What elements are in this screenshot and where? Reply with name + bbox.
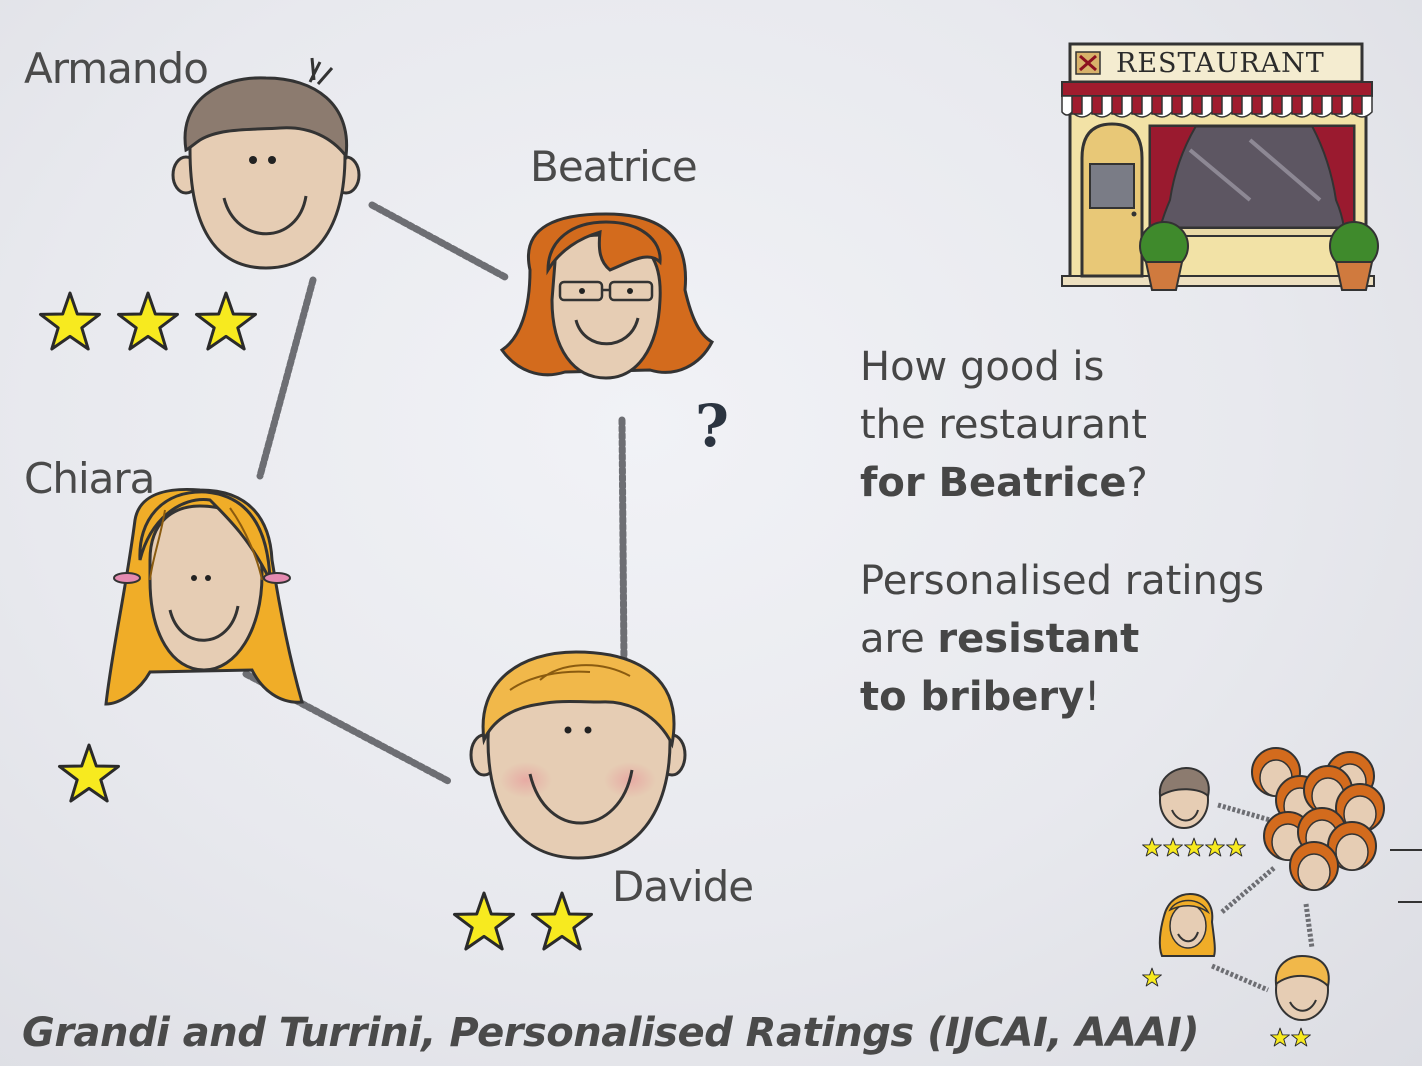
mini-davide-rating-star-icon	[1270, 1027, 1290, 1047]
chiara-name-label: Chiara	[24, 454, 155, 503]
chiara-rating-star-icon	[58, 743, 120, 803]
question-line-1: How good is	[860, 344, 1105, 390]
mini-armando-rating-star-icon	[1184, 837, 1204, 857]
armando-stars	[39, 291, 257, 351]
mini-davide-face	[1274, 954, 1330, 1021]
connector-armando-beatrice	[368, 201, 509, 281]
question-line-3: for Beatrice?	[860, 454, 1148, 512]
mini-bribery-diagram	[1142, 747, 1422, 1047]
mini-davide-rating-star-icon	[1291, 1027, 1311, 1047]
connector-beatrice-davide	[618, 416, 628, 668]
mini-chiara-rating-star-icon	[1142, 967, 1162, 987]
mini-davide-stars	[1270, 1027, 1311, 1047]
restaurant-sign: RESTAURANT	[1116, 48, 1325, 79]
claim-line-2: are resistant	[860, 610, 1264, 668]
armando-name-label: Armando	[24, 44, 209, 93]
restaurant-illustration: RESTAURANT	[1061, 42, 1379, 291]
unknown-rating-mark: ?	[695, 392, 729, 460]
claim-exclamation: !	[1084, 674, 1101, 720]
davide-stars	[453, 891, 593, 951]
question-text: How good is the restaurant for Beatrice?	[860, 338, 1148, 512]
claim-line-3-bold: to bribery	[860, 674, 1085, 720]
claim-text: Personalised ratings are resistant to br…	[860, 552, 1264, 726]
question-mark: ?	[1126, 460, 1148, 506]
connector-armando-chiara	[256, 276, 317, 480]
armando-rating-star-icon	[117, 291, 179, 351]
claim-line-2-plain: are	[860, 616, 938, 662]
armando-rating-star-icon	[39, 291, 101, 351]
question-line-2: the restaurant	[860, 402, 1147, 448]
claim-line-3: to bribery!	[860, 668, 1264, 726]
question-emphasis: for Beatrice	[860, 460, 1127, 506]
mini-armando-stars	[1142, 837, 1246, 857]
armando-face	[171, 57, 361, 270]
davide-rating-star-icon	[531, 891, 593, 951]
davide-name-label: Davide	[612, 862, 754, 911]
beatrice-face	[499, 212, 714, 380]
mini-armando-rating-star-icon	[1226, 837, 1246, 857]
mini-beatrice-crowd	[1251, 747, 1422, 903]
claim-line-1: Personalised ratings	[860, 558, 1265, 604]
davide-rating-star-icon	[453, 891, 515, 951]
mini-armando-face	[1158, 766, 1210, 829]
restaurant-emblem-icon	[1075, 51, 1101, 75]
chiara-stars	[58, 743, 120, 803]
mini-chiara-stars	[1142, 967, 1162, 987]
beatrice-name-label: Beatrice	[530, 142, 698, 191]
mini-armando-rating-star-icon	[1205, 837, 1225, 857]
citation-footer: Grandi and Turrini, Personalised Ratings…	[22, 1010, 1200, 1056]
mini-armando-rating-star-icon	[1163, 837, 1183, 857]
chiara-face	[104, 487, 304, 706]
mini-armando-rating-star-icon	[1142, 837, 1162, 857]
claim-line-2-bold: resistant	[937, 616, 1140, 662]
armando-rating-star-icon	[195, 291, 257, 351]
davide-face	[469, 650, 687, 860]
mini-chiara-face	[1158, 892, 1216, 957]
